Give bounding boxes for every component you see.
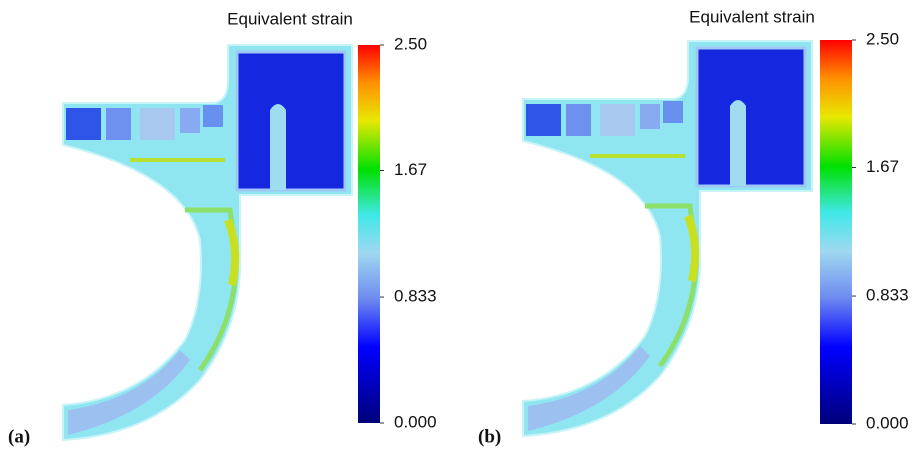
tick-label: 1.67: [394, 160, 427, 179]
tick-label: 0.833: [394, 287, 437, 306]
panel-label: (b): [478, 426, 501, 447]
colorbar-title: Equivalent strain: [227, 9, 353, 28]
part-a: [63, 45, 352, 440]
tick-label: 1.67: [866, 157, 899, 176]
tick-label: 0.000: [866, 413, 909, 432]
part-b: [523, 41, 812, 436]
tick-label: 0.000: [394, 412, 437, 431]
colorbar: [358, 45, 380, 423]
panel-label: (a): [8, 426, 30, 447]
colorbar: [820, 40, 852, 424]
tick-label: 0.833: [866, 286, 909, 305]
tick-label: 2.50: [394, 34, 427, 53]
colorbar-title: Equivalent strain: [689, 7, 815, 26]
tick-label: 2.50: [866, 29, 899, 48]
